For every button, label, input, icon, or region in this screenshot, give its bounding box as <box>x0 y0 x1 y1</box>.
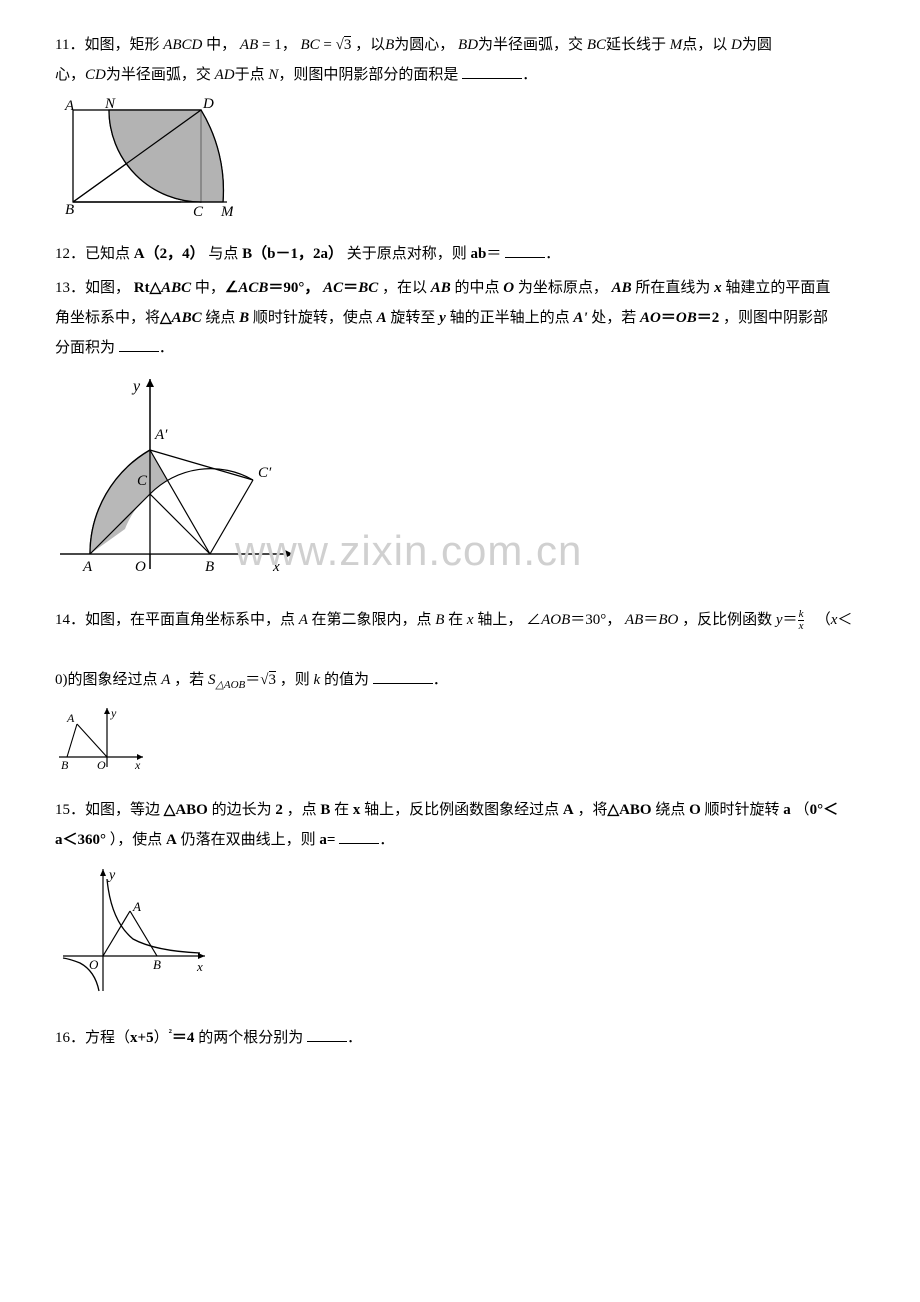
q-number: 16． <box>55 1030 85 1046</box>
svg-text:M: M <box>220 204 233 218</box>
figure-11-svg: A N D B C M <box>55 96 233 218</box>
svg-text:B: B <box>153 957 161 972</box>
blank-12[interactable] <box>505 242 545 258</box>
blank-13[interactable] <box>119 336 159 352</box>
problem-15-text: 15．如图，等边 △ABO 的边长为 2 ，点 B 在 x 轴上，反比例函数图象… <box>55 795 865 855</box>
blank-15[interactable] <box>339 828 379 844</box>
problem-11-text: 11．如图，矩形 ABCD 中， AB = 1， BC = √3 ，以B为圆心，… <box>55 30 865 90</box>
svg-text:O: O <box>97 758 106 772</box>
problem-14: 14．如图，在平面直角坐标系中，点 A 在第二象限内，点 B 在 x 轴上， ∠… <box>55 605 865 785</box>
figure-15: y A O B x <box>55 861 865 1012</box>
figure-14-svg: y A B O x <box>55 702 150 774</box>
problem-16: 16．方程（x+5）²＝4 的两个根分别为 ． <box>55 1022 865 1053</box>
svg-text:O: O <box>135 559 146 575</box>
watermark: www.zixin.com.cn <box>235 509 582 593</box>
problem-15: 15．如图，等边 △ABO 的边长为 2 ，点 B 在 x 轴上，反比例函数图象… <box>55 795 865 1012</box>
figure-13: y A′ C′ C A O B x www.zixin.com.cn <box>55 369 865 595</box>
problem-12-text: 12．已知点 A（2，4） 与点 B（b－1，2a） 关于原点对称，则 ab＝ … <box>55 239 865 269</box>
svg-text:B: B <box>65 202 74 218</box>
svg-text:A: A <box>64 98 75 114</box>
svg-text:x: x <box>134 758 141 772</box>
svg-text:A: A <box>66 711 75 725</box>
figure-14: y A B O x <box>55 702 865 785</box>
figure-15-svg: y A O B x <box>55 861 215 1001</box>
blank-14[interactable] <box>373 668 433 684</box>
svg-text:N: N <box>104 96 116 112</box>
problem-13-text: 13．如图， Rt△ABC 中，∠ACB＝90°， AC＝BC ，在以 AB 的… <box>55 273 865 363</box>
blank-11[interactable] <box>462 63 522 79</box>
svg-text:y: y <box>107 868 116 883</box>
problem-13: 13．如图， Rt△ABC 中，∠ACB＝90°， AC＝BC ，在以 AB 的… <box>55 273 865 595</box>
svg-text:B: B <box>205 559 214 575</box>
svg-text:D: D <box>202 96 214 112</box>
svg-text:A′: A′ <box>154 427 168 443</box>
blank-16[interactable] <box>307 1026 347 1042</box>
svg-text:C: C <box>193 204 204 218</box>
problem-11: 11．如图，矩形 ABCD 中， AB = 1， BC = √3 ，以B为圆心，… <box>55 30 865 229</box>
q-number: 13． <box>55 280 85 296</box>
svg-text:B: B <box>61 758 69 772</box>
q-number: 11． <box>55 37 84 53</box>
label-abcd: ABCD <box>163 37 202 53</box>
svg-text:x: x <box>196 959 203 974</box>
q-number: 12． <box>55 246 85 262</box>
problem-14-text: 14．如图，在平面直角坐标系中，点 A 在第二象限内，点 B 在 x 轴上， ∠… <box>55 605 865 696</box>
svg-text:A: A <box>82 559 93 575</box>
svg-text:y: y <box>131 378 141 395</box>
svg-text:C: C <box>137 473 148 489</box>
figure-11: A N D B C M <box>55 96 865 229</box>
problem-16-text: 16．方程（x+5）²＝4 的两个根分别为 ． <box>55 1022 865 1053</box>
q-number: 15． <box>55 802 85 818</box>
q-number: 14． <box>55 612 85 628</box>
svg-text:A: A <box>132 899 141 914</box>
svg-text:y: y <box>110 706 117 720</box>
svg-text:C′: C′ <box>258 465 272 481</box>
svg-text:O: O <box>89 957 99 972</box>
problem-12: 12．已知点 A（2，4） 与点 B（b－1，2a） 关于原点对称，则 ab＝ … <box>55 239 865 269</box>
